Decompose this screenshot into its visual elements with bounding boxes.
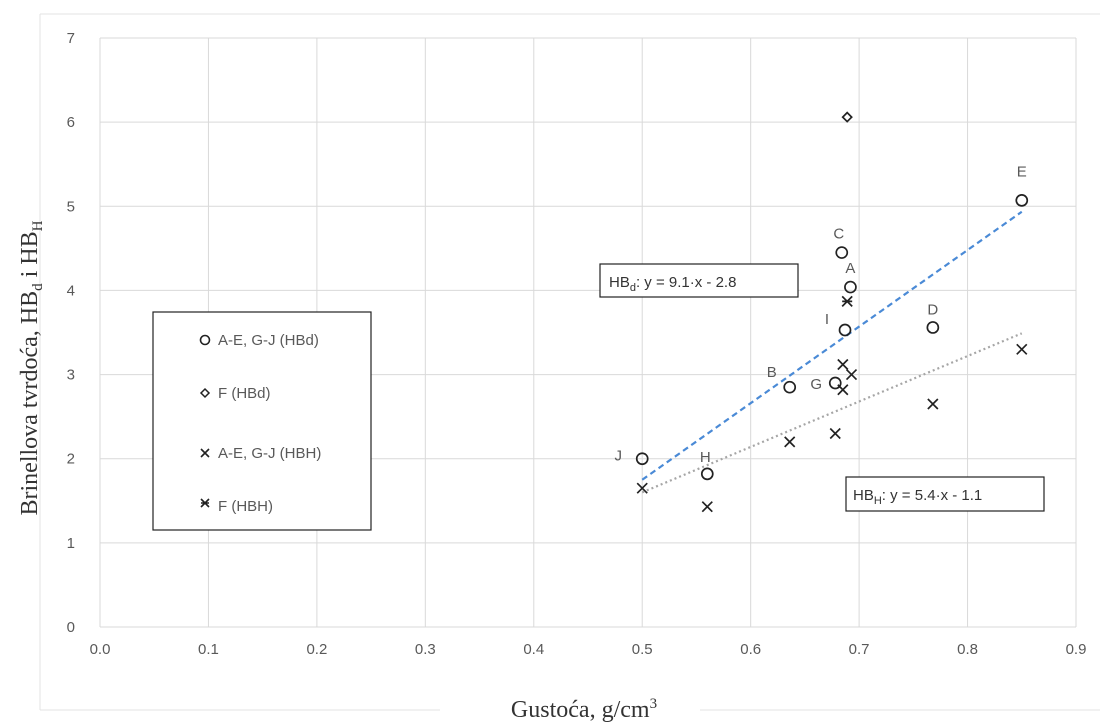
svg-text:A-E, G-J (HBd): A-E, G-J (HBd)	[218, 332, 319, 349]
point-circle-I	[838, 323, 852, 337]
point-circle-C	[835, 246, 849, 259]
gridlines	[99, 37, 1077, 628]
point-label-b: B	[767, 364, 777, 381]
y-tick-label: 0	[67, 619, 75, 636]
trendlines	[641, 210, 1023, 494]
tick-labels: 0.0 0.1 0.2 0.3 0.4 0.5 0.6 0.7 0.8 0.9 0 1 2 3 4 5 6 7	[67, 30, 1087, 658]
x-tick-label: 0.6	[740, 641, 761, 658]
point-label-e: E	[1017, 163, 1027, 180]
y-tick-label: 2	[67, 451, 75, 468]
equation-box-hbh: HBH: y = 5.4·x - 1.1	[845, 476, 1045, 512]
y-tick-label: 6	[67, 114, 75, 131]
equation-box-hbd: HBd: y = 9.1·x - 2.8	[599, 263, 799, 298]
y-tick-label: 1	[67, 535, 75, 552]
svg-text:HBd: y = 9.1·x - 2.8: HBd: y = 9.1·x - 2.8	[609, 274, 736, 294]
point-x-5	[837, 358, 849, 371]
y-tick-label: 3	[67, 367, 75, 384]
point-x-1	[701, 501, 713, 513]
data-points	[635, 111, 1029, 513]
trendline-hbd	[641, 210, 1023, 481]
x-tick-label: 0.3	[415, 641, 436, 658]
point-x-7	[927, 398, 939, 410]
point-circle-G	[828, 376, 842, 390]
point-x-3	[829, 427, 841, 440]
x-tick-label: 0.2	[306, 641, 327, 658]
point-label-d: D	[927, 301, 938, 318]
svg-text:A-E, G-J (HBH): A-E, G-J (HBH)	[218, 445, 321, 462]
x-tick-label: 0.8	[957, 641, 978, 658]
point-asterisk-0	[841, 295, 853, 307]
point-circle-D	[926, 321, 940, 334]
point-x-0	[636, 482, 648, 494]
point-x-2	[784, 436, 796, 448]
x-tick-label: 0.1	[198, 641, 219, 658]
point-label-a: A	[845, 260, 855, 277]
svg-text:F (HBd): F (HBd)	[218, 385, 271, 402]
point-circle-H	[700, 467, 714, 481]
x-tick-label: 0.4	[523, 641, 544, 658]
legend-item-x: A-E, G-J (HBH)	[200, 445, 321, 462]
trendline-hbh	[641, 332, 1023, 494]
legend: A-E, G-J (HBd) F (HBd) A-E, G-J (HBH) F …	[152, 311, 372, 531]
x-tick-label: 0.5	[632, 641, 653, 658]
y-tick-label: 4	[67, 282, 75, 299]
y-tick-label: 5	[67, 198, 75, 215]
point-label-g: G	[810, 376, 822, 393]
point-circle-E	[1015, 194, 1029, 207]
point-label-h: H	[700, 449, 711, 466]
y-axis-title: Brinellova tvrdoća, HBd i HBH	[17, 220, 46, 515]
x-tick-label: 0.9	[1066, 641, 1087, 658]
point-circle-J	[635, 452, 649, 466]
point-labels: J H B G I CA D E	[614, 163, 1026, 465]
svg-text:HBH: y = 5.4·x - 1.1: HBH: y = 5.4·x - 1.1	[853, 487, 982, 507]
legend-item-asterisk: F (HBH)	[200, 498, 273, 515]
legend-item-circle: A-E, G-J (HBd)	[199, 332, 319, 349]
point-x-6	[845, 368, 858, 381]
point-diamond-0	[841, 111, 853, 123]
point-x-4	[837, 384, 849, 396]
point-label-i: I	[825, 311, 829, 328]
y-tick-label: 7	[67, 30, 75, 47]
legend-item-diamond: F (HBd)	[199, 385, 271, 402]
point-label-c: C	[833, 226, 844, 243]
point-x-8	[1016, 343, 1028, 355]
x-axis-title: Gustoća, g/cm3	[511, 696, 657, 723]
svg-text:F (HBH): F (HBH)	[218, 498, 273, 515]
point-circle-B	[783, 380, 797, 394]
x-tick-label: 0.7	[849, 641, 870, 658]
point-label-j: J	[614, 448, 622, 465]
point-circle-A	[844, 280, 857, 294]
x-tick-label: 0.0	[90, 641, 111, 658]
